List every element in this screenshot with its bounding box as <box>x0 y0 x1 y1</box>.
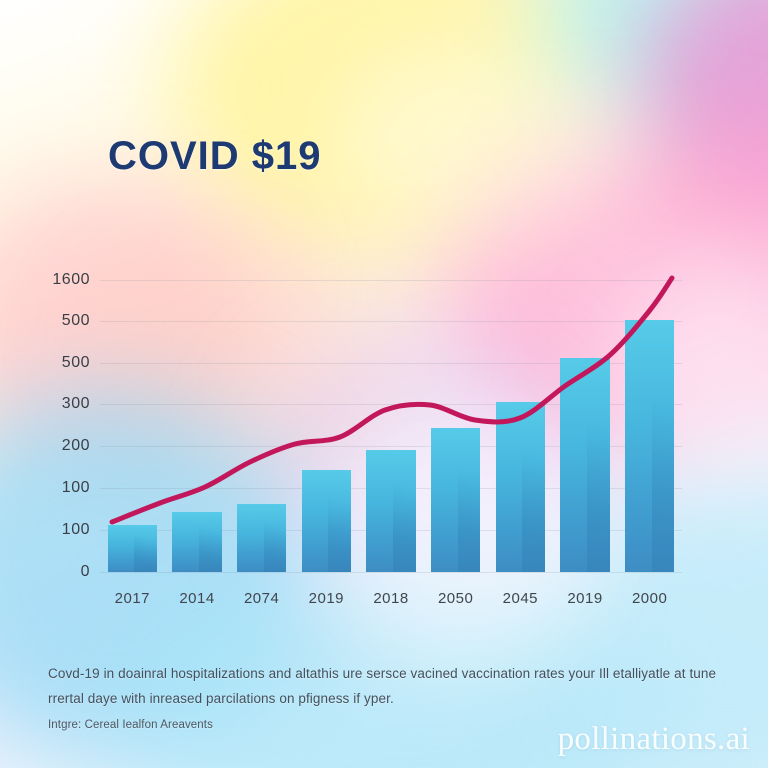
bar <box>107 525 157 572</box>
gridline <box>100 446 682 447</box>
bar <box>366 450 416 572</box>
x-axis-tick-label: 2014 <box>179 590 215 607</box>
bar <box>172 512 222 572</box>
bar-shading <box>392 450 416 572</box>
y-axis-tick-label: 300 <box>61 395 90 412</box>
y-axis-tick-label: 1600 <box>52 271 90 288</box>
x-axis-tick-label: 2018 <box>373 590 409 607</box>
y-axis-tick-label: 0 <box>80 563 90 580</box>
x-axis-tick-label: 2050 <box>437 590 474 607</box>
chart-caption: Covd-19 in doainral hospitalizations and… <box>48 666 717 706</box>
bar-shading <box>522 402 545 572</box>
x-axis-tick-label: 2045 <box>502 590 539 607</box>
y-axis-tick-label: 500 <box>61 354 90 371</box>
bar-shading <box>586 358 610 572</box>
gridline <box>100 572 682 573</box>
x-axis-tick-label: 2074 <box>243 590 280 607</box>
bar-shading <box>457 428 481 572</box>
gridline <box>100 363 682 364</box>
gridline <box>100 321 682 322</box>
x-axis-tick-label: 2019 <box>567 590 603 607</box>
x-axis-tick-label: 2017 <box>114 590 151 607</box>
gridline <box>100 404 682 405</box>
bar-shading <box>198 512 222 572</box>
bar-shading <box>134 525 157 572</box>
bar <box>560 358 610 572</box>
watermark: pollinations.ai <box>557 721 750 757</box>
x-axis-tick-label: 2000 <box>631 590 668 607</box>
bar-shading <box>651 320 675 572</box>
bar <box>625 320 675 572</box>
chart-source: Intgre: Cereal Iealfon Areavents <box>48 719 213 731</box>
bar <box>495 402 545 572</box>
bar <box>301 470 351 572</box>
y-axis-tick-label: 100 <box>61 521 90 538</box>
bar-shading <box>328 470 351 572</box>
y-axis-tick-label: 500 <box>61 312 90 329</box>
bar <box>431 428 481 572</box>
bar-shading <box>263 504 287 572</box>
x-axis-tick-label: 2019 <box>308 590 345 607</box>
y-axis-tick-label: 200 <box>61 437 90 454</box>
gridline <box>100 280 682 281</box>
page-title: COVID $19 <box>108 134 322 178</box>
y-axis-tick-label: 100 <box>61 479 90 496</box>
bar <box>237 504 287 572</box>
trend-line <box>109 275 675 525</box>
